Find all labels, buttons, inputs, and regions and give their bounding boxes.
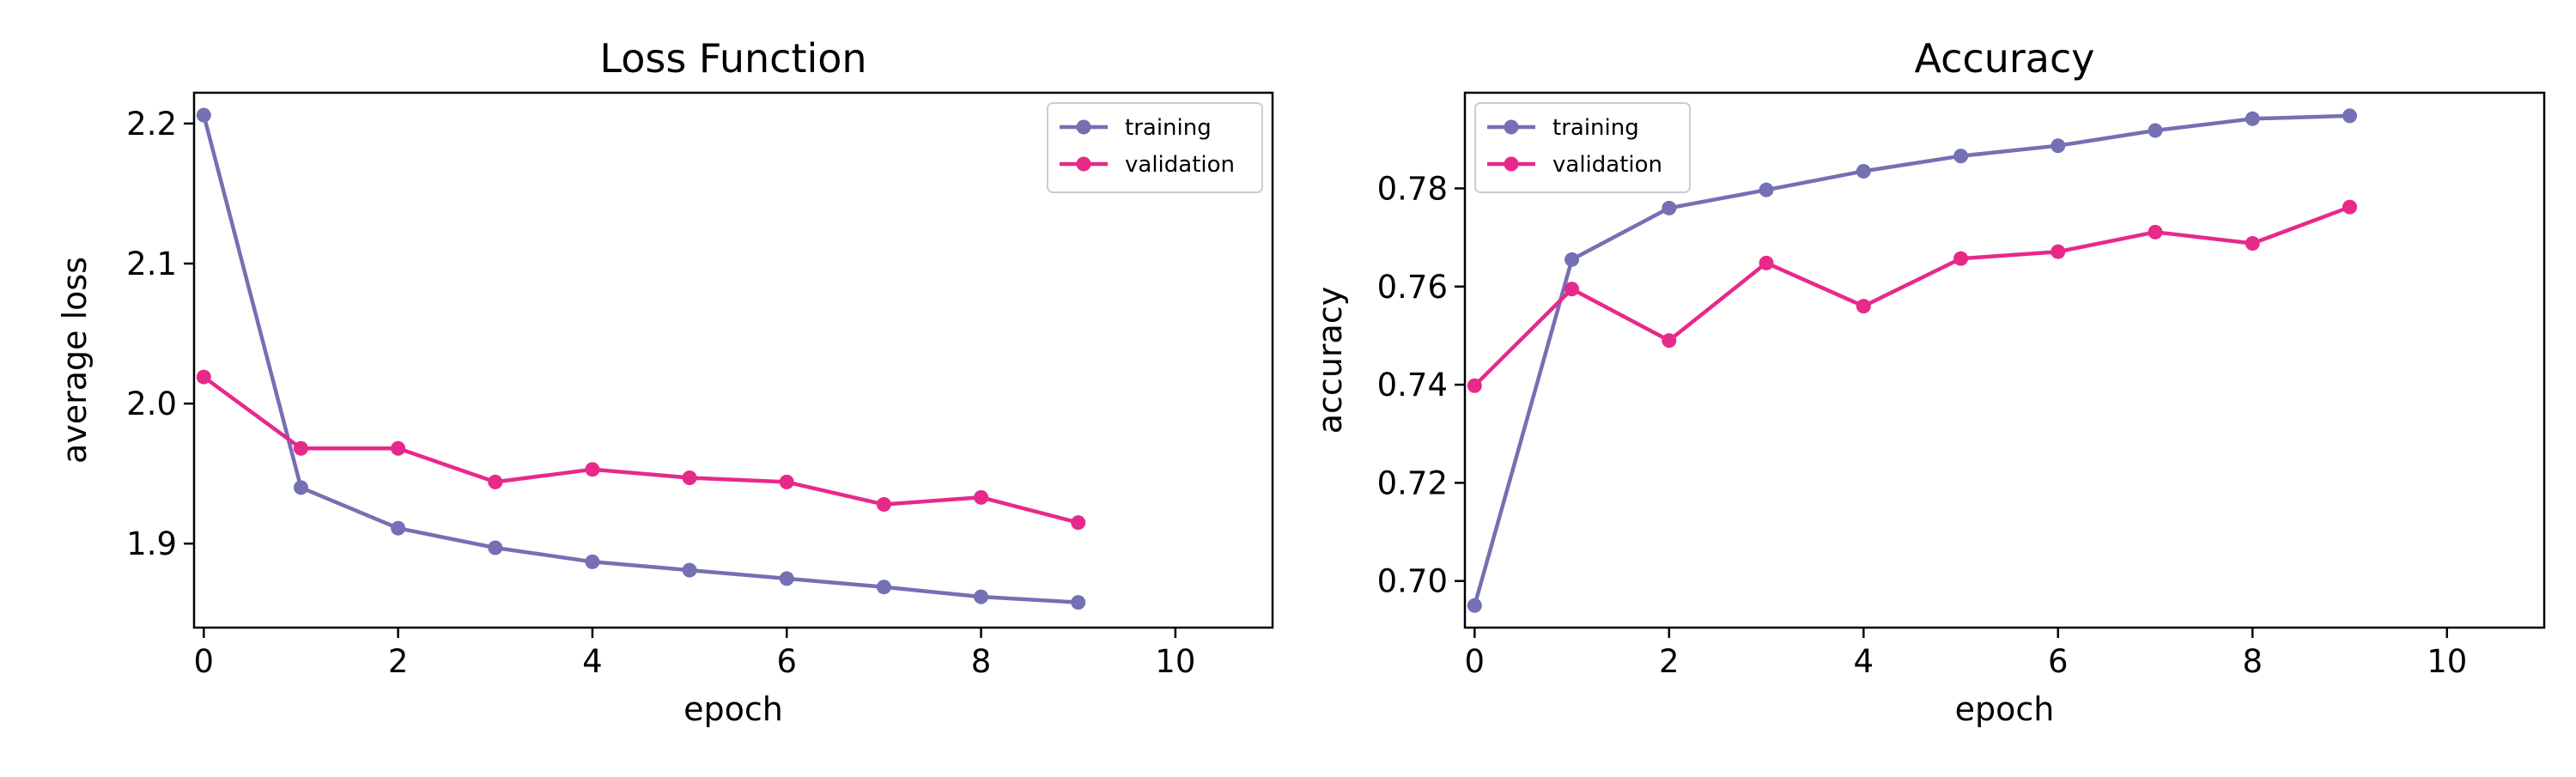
legend-marker-validation (1076, 156, 1091, 172)
x-tick-label: 8 (2242, 643, 2263, 680)
series-line-training (202, 112, 1080, 604)
data-point-validation (1953, 251, 1969, 266)
data-point-training (974, 589, 989, 604)
y-tick-label: 0.74 (1377, 367, 1448, 404)
x-tick-label: 2 (1659, 643, 1680, 680)
y-tick-label: 0.78 (1377, 170, 1448, 207)
legend-marker-validation (1504, 156, 1519, 172)
data-point-training (1071, 595, 1086, 610)
series-line-validation (1473, 204, 2352, 388)
y-tick-label: 2.0 (126, 385, 177, 422)
x-tick-label: 4 (1854, 643, 1874, 680)
plot-frame (1463, 91, 2546, 629)
y-tick-label: 2.2 (126, 106, 177, 143)
data-point-validation (391, 440, 406, 456)
data-point-validation (2245, 235, 2260, 251)
data-point-training (2342, 108, 2358, 124)
data-point-validation (876, 496, 891, 512)
data-point-training (1564, 252, 1580, 267)
data-point-training (1467, 598, 1482, 613)
data-point-validation (585, 462, 600, 477)
data-point-validation (488, 474, 503, 489)
data-point-validation (1662, 333, 1677, 349)
chart-title: Loss Function (599, 35, 866, 82)
x-tick-label: 2 (388, 643, 409, 680)
x-tick-label: 10 (2427, 643, 2467, 680)
y-axis-label: average loss (56, 257, 94, 464)
plot-frame (192, 91, 1274, 629)
data-point-training (2245, 111, 2260, 126)
data-point-training (2148, 123, 2163, 138)
data-point-validation (196, 369, 211, 385)
y-tick-label: 1.9 (126, 525, 177, 562)
data-point-training (391, 520, 406, 536)
data-point-validation (2148, 224, 2163, 240)
data-point-validation (974, 489, 989, 505)
chart-panel-2: Accuracy 0 2 4 6 8 10 0.70 0.72 0.74 0.76 0.78 epoch… (1311, 35, 2546, 728)
data-point-validation (1856, 299, 1871, 314)
x-tick-label: 8 (971, 643, 992, 680)
y-axis-label: accuracy (1311, 287, 1349, 434)
data-point-training (293, 480, 308, 495)
data-point-validation (1759, 255, 1774, 270)
x-axis-label: epoch (1955, 690, 2055, 728)
data-point-validation (682, 470, 697, 485)
legend-marker-training (1504, 119, 1519, 135)
x-tick-label: 10 (1155, 643, 1195, 680)
data-point-training (1662, 200, 1677, 215)
legend: training validation (1047, 102, 1263, 193)
series-line-training (1473, 113, 2352, 608)
data-point-validation (1564, 282, 1580, 297)
x-tick-label: 4 (582, 643, 603, 680)
y-tick-label: 2.1 (126, 246, 177, 282)
legend-label-validation: validation (1552, 152, 1662, 178)
data-point-validation (293, 440, 308, 456)
data-point-training (2050, 138, 2066, 154)
y-tick-label: 0.72 (1377, 464, 1448, 501)
chart-panel-1: Loss Function 0 2 4 6 8 10 1.9 2.0 2.1 2.2 epoch ave… (56, 35, 1274, 728)
data-point-training (1759, 182, 1774, 197)
legend-label-training: training (1552, 115, 1639, 141)
data-point-validation (779, 474, 794, 489)
x-tick-label: 0 (194, 643, 215, 680)
legend: training validation (1474, 102, 1691, 193)
data-point-training (196, 107, 211, 123)
y-tick-label: 0.70 (1377, 563, 1448, 600)
data-point-training (488, 540, 503, 555)
legend-marker-training (1076, 119, 1091, 135)
data-point-training (876, 580, 891, 595)
legend-label-training: training (1125, 115, 1212, 141)
legend-label-validation: validation (1125, 152, 1235, 178)
x-tick-label: 0 (1465, 643, 1485, 680)
data-point-validation (1071, 515, 1086, 531)
data-point-training (1953, 149, 1969, 164)
x-axis-label: epoch (683, 690, 783, 728)
data-point-training (779, 571, 794, 586)
x-tick-label: 6 (776, 643, 797, 680)
x-tick-label: 6 (2048, 643, 2069, 680)
y-tick-label: 0.76 (1377, 269, 1448, 306)
series-line-validation (202, 374, 1080, 525)
data-point-training (682, 562, 697, 578)
data-point-validation (2050, 244, 2066, 259)
data-point-training (1856, 163, 1871, 179)
chart-title: Accuracy (1914, 35, 2094, 82)
data-point-validation (1467, 378, 1482, 393)
data-point-training (585, 554, 600, 569)
data-point-validation (2342, 199, 2358, 215)
